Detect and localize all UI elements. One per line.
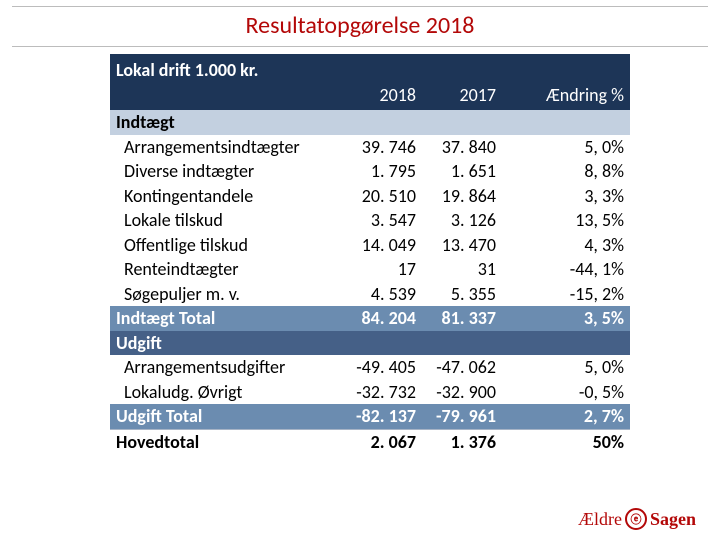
- expense-total-2017: -79. 961: [422, 404, 502, 429]
- income-row-change: 8, 8%: [502, 159, 630, 184]
- income-row-2017: 31: [422, 257, 502, 282]
- income-row-change: 3, 3%: [502, 184, 630, 209]
- expense-row-2018: -32. 732: [342, 380, 422, 405]
- financial-table: Lokal drift 1.000 kr.20182017Ændring %In…: [110, 54, 630, 454]
- title-band: Resultatopgørelse 2018: [12, 6, 708, 47]
- brand-left: Ældre: [578, 509, 622, 530]
- col-change: Ændring %: [502, 83, 630, 111]
- expense-row-change: -0, 5%: [502, 380, 630, 405]
- income-row-2018: 14. 049: [342, 233, 422, 258]
- income-row-2017: 19. 864: [422, 184, 502, 209]
- income-row-label: Offentlige tilskud: [110, 233, 342, 258]
- income-row-label: Diverse indtægter: [110, 159, 342, 184]
- slide-title: Resultatopgørelse 2018: [12, 11, 708, 40]
- section-expense: Udgift: [110, 331, 630, 356]
- brand-logo: Ældre ⓔ Sagen: [578, 508, 696, 530]
- income-row-change: 5, 0%: [502, 135, 630, 160]
- income-row-label: Arrangementsindtægter: [110, 135, 342, 160]
- table-caption: Lokal drift 1.000 kr.: [110, 54, 630, 83]
- income-row-2017: 37. 840: [422, 135, 502, 160]
- expense-row-label: Lokaludg. Øvrigt: [110, 380, 342, 405]
- income-row-change: -44, 1%: [502, 257, 630, 282]
- income-row-change: 13, 5%: [502, 208, 630, 233]
- expense-total-2018: -82. 137: [342, 404, 422, 429]
- financial-table-wrap: Lokal drift 1.000 kr.20182017Ændring %In…: [110, 54, 630, 454]
- grand-total-change: 50%: [502, 429, 630, 454]
- expense-row-label: Arrangementsudgifter: [110, 355, 342, 380]
- income-row-2017: 1. 651: [422, 159, 502, 184]
- income-row-2017: 5. 355: [422, 282, 502, 307]
- income-row-2018: 3. 547: [342, 208, 422, 233]
- grand-total-2018: 2. 067: [342, 429, 422, 454]
- income-row-label: Kontingentandele: [110, 184, 342, 209]
- brand-right: Sagen: [650, 509, 696, 530]
- income-row-2017: 13. 470: [422, 233, 502, 258]
- income-row-label: Søgepuljer m. v.: [110, 282, 342, 307]
- income-row-label: Renteindtægter: [110, 257, 342, 282]
- income-row-2018: 39. 746: [342, 135, 422, 160]
- expense-total-change: 2, 7%: [502, 404, 630, 429]
- income-total-label: Indtægt Total: [110, 306, 342, 331]
- expense-row-2017: -47. 062: [422, 355, 502, 380]
- col-2018: 2018: [342, 83, 422, 111]
- brand-icon: ⓔ: [625, 508, 647, 530]
- income-row-2018: 20. 510: [342, 184, 422, 209]
- expense-row-change: 5, 0%: [502, 355, 630, 380]
- income-row-2018: 4. 539: [342, 282, 422, 307]
- income-total-2017: 81. 337: [422, 306, 502, 331]
- col-2017: 2017: [422, 83, 502, 111]
- income-row-change: 4, 3%: [502, 233, 630, 258]
- income-row-label: Lokale tilskud: [110, 208, 342, 233]
- income-row-2018: 17: [342, 257, 422, 282]
- expense-total-label: Udgift Total: [110, 404, 342, 429]
- income-row-2018: 1. 795: [342, 159, 422, 184]
- expense-row-2018: -49. 405: [342, 355, 422, 380]
- grand-total-2017: 1. 376: [422, 429, 502, 454]
- income-total-2018: 84. 204: [342, 306, 422, 331]
- grand-total-label: Hovedtotal: [110, 429, 342, 454]
- section-income: Indtægt: [110, 110, 630, 135]
- expense-row-2017: -32. 900: [422, 380, 502, 405]
- income-row-2017: 3. 126: [422, 208, 502, 233]
- income-total-change: 3, 5%: [502, 306, 630, 331]
- slide: Resultatopgørelse 2018 Lokal drift 1.000…: [0, 0, 720, 540]
- income-row-change: -15, 2%: [502, 282, 630, 307]
